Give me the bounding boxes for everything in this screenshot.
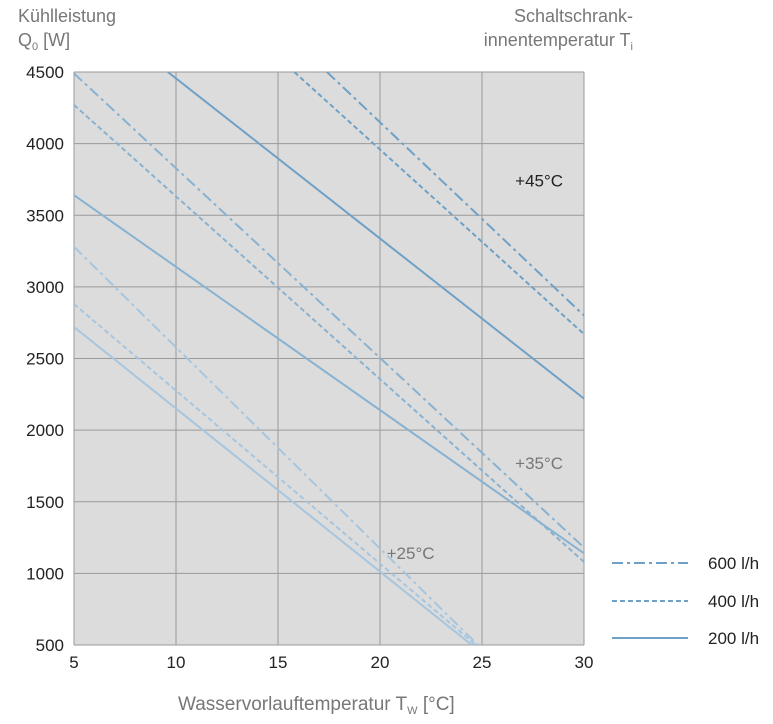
y-axis-title: Kühlleistung Q0 [W] — [18, 4, 116, 59]
legend-label-600lh: 600 l/h — [708, 554, 759, 573]
y-tick-label-3500: 3500 — [26, 206, 64, 225]
y-tick-label-2500: 2500 — [26, 350, 64, 369]
series-line-35c-600lh — [74, 72, 584, 549]
legend-label-200lh: 200 l/h — [708, 629, 759, 648]
x-axis-title: Wasservorlauftemperatur TW [°C] — [178, 694, 455, 717]
y-tick-label-3000: 3000 — [26, 278, 64, 297]
y-axis-title-line1: Kühlleistung — [18, 6, 117, 26]
series-line-35c-200lh — [74, 194, 584, 555]
series-line-35c-400lh — [74, 104, 584, 563]
right-axis-title-line2-sub: i — [630, 41, 633, 53]
y-axis-title-line2: Q0 [W] — [18, 28, 116, 59]
y-tick-label-4000: 4000 — [26, 135, 64, 154]
y-tick-label-4500: 4500 — [26, 63, 64, 82]
y-tick-label-1000: 1000 — [26, 564, 64, 583]
legend-label-400lh: 400 l/h — [708, 592, 759, 611]
y-tick-label-2000: 2000 — [26, 421, 64, 440]
series-line-45c-200lh — [167, 72, 584, 400]
x-tick-label-25: 25 — [473, 653, 492, 672]
annotation-35c: +35°C — [515, 454, 563, 473]
y-axis-symbol-sub: 0 — [32, 41, 39, 53]
right-axis-title-line2-text: innentemperatur T — [483, 30, 631, 50]
annotation-25c: +25°C — [387, 544, 435, 563]
series-line-45c-600lh — [326, 72, 584, 317]
series-line-45c-400lh — [293, 72, 584, 335]
annotation-45c: +45°C — [515, 172, 563, 191]
series-line-25c-600lh — [74, 246, 479, 645]
y-axis-symbol: Q — [18, 30, 33, 50]
y-tick-label-500: 500 — [36, 636, 64, 655]
x-axis-title-text: Wasservorlauftemperatur T — [178, 694, 408, 715]
x-axis-title-sub: W — [407, 705, 418, 717]
right-axis-title-line1: Schaltschrank- — [513, 6, 633, 26]
x-tick-label-5: 5 — [69, 653, 78, 672]
x-tick-label-30: 30 — [575, 653, 594, 672]
y-axis-unit: [W] — [43, 30, 71, 50]
y-tick-label-1500: 1500 — [26, 493, 64, 512]
right-axis-title-line2: innentemperatur Ti — [484, 28, 633, 59]
series-group — [74, 72, 584, 645]
x-tick-label-10: 10 — [167, 653, 186, 672]
x-tick-label-20: 20 — [371, 653, 390, 672]
right-axis-title: Schaltschrank- innentemperatur Ti — [484, 4, 633, 59]
series-line-25c-200lh — [74, 326, 473, 645]
x-axis-title-unit: [°C] — [422, 694, 455, 715]
x-tick-label-15: 15 — [269, 653, 288, 672]
